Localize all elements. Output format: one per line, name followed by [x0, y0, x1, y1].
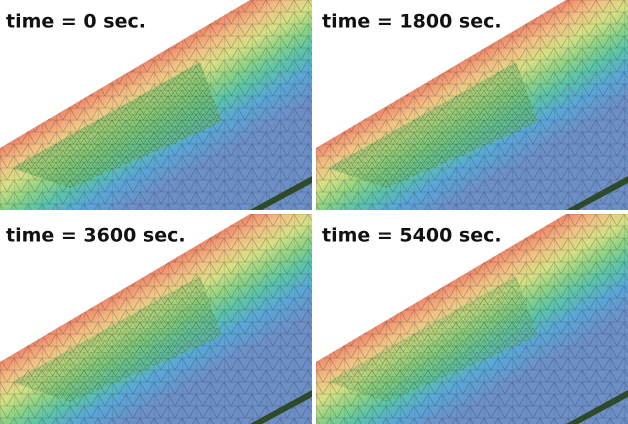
panel: time = 3600 sec. [0, 214, 312, 424]
panel: time = 1800 sec. [316, 0, 628, 210]
panel-label: time = 5400 sec. [322, 225, 502, 247]
figure: time = 0 sec. time = 1800 sec. time = 3600… [0, 0, 628, 424]
panel: time = 0 sec. [0, 0, 312, 210]
panel-label: time = 0 sec. [6, 11, 146, 33]
panel-label: time = 3600 sec. [6, 225, 186, 247]
panel-label: time = 1800 sec. [322, 11, 502, 33]
panel: time = 5400 sec. [316, 214, 628, 424]
